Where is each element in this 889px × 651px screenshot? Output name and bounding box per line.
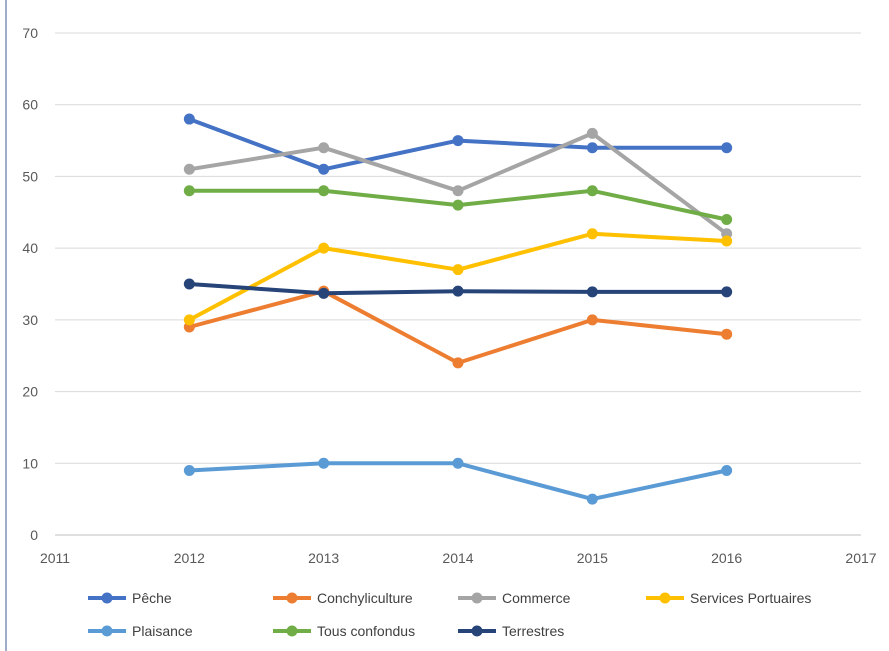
series-lines	[183, 113, 733, 505]
data-point	[452, 357, 464, 369]
legend-item: Plaisance	[88, 623, 193, 639]
data-point	[721, 328, 733, 340]
series-services-portuaires	[183, 228, 733, 326]
data-point	[721, 235, 733, 247]
legend-marker	[471, 592, 483, 604]
legend-label: Tous confondus	[317, 623, 415, 639]
x-tick-label: 2011	[40, 550, 70, 566]
y-tick-label: 30	[22, 312, 38, 328]
data-point	[586, 493, 598, 505]
data-point	[183, 278, 195, 290]
legend-marker	[286, 592, 298, 604]
data-point	[183, 314, 195, 326]
axes: 0 10 20 30 40 50 60 70 2011 2012 2013 2014 2015 2016 2…	[22, 25, 876, 566]
legend-label: Pêche	[132, 590, 172, 606]
legend-label: Conchyliculture	[317, 590, 413, 606]
data-point	[318, 142, 330, 154]
y-tick-label: 40	[22, 240, 38, 256]
y-tick-label: 50	[22, 168, 38, 184]
x-tick-label: 2017	[845, 550, 876, 566]
y-tick-label: 20	[22, 384, 38, 400]
legend-marker	[101, 625, 113, 637]
y-tick-label: 0	[30, 527, 38, 543]
data-point	[452, 135, 464, 147]
data-point	[721, 286, 733, 298]
data-point	[452, 185, 464, 197]
data-point	[586, 286, 598, 298]
data-point	[452, 199, 464, 211]
data-point	[183, 185, 195, 197]
legend-item: Commerce	[458, 590, 571, 606]
data-point	[721, 464, 733, 476]
legend-label: Commerce	[502, 590, 571, 606]
x-tick-label: 2013	[308, 550, 339, 566]
data-point	[586, 228, 598, 240]
legend-item: Services Portuaires	[646, 590, 811, 606]
legend-item: Terrestres	[458, 623, 564, 639]
data-point	[586, 142, 598, 154]
legend-item: Tous confondus	[273, 623, 415, 639]
legend-label: Terrestres	[502, 623, 564, 639]
series-conchyliculture	[183, 285, 733, 369]
data-point	[183, 163, 195, 175]
x-tick-label: 2012	[174, 550, 205, 566]
legend-marker	[659, 592, 671, 604]
y-tick-label: 10	[22, 455, 38, 471]
data-point	[721, 142, 733, 154]
data-point	[452, 457, 464, 469]
legend: Pêche Conchyliculture Commerce Services Por…	[88, 590, 811, 639]
data-point	[586, 127, 598, 139]
data-point	[183, 464, 195, 476]
series-tous-confondus	[183, 185, 733, 225]
x-tick-label: 2015	[577, 550, 608, 566]
series-terrestres	[183, 278, 733, 299]
x-tick-label: 2016	[711, 550, 742, 566]
data-point	[452, 264, 464, 276]
data-point	[183, 113, 195, 125]
data-point	[318, 163, 330, 175]
y-tick-label: 60	[22, 97, 38, 113]
data-point	[318, 457, 330, 469]
legend-item: Pêche	[88, 590, 172, 606]
series-commerce	[183, 127, 733, 240]
data-point	[318, 287, 330, 299]
legend-label: Plaisance	[132, 623, 193, 639]
legend-label: Services Portuaires	[690, 590, 811, 606]
gridlines	[55, 32, 861, 464]
data-point	[586, 185, 598, 197]
legend-marker	[471, 625, 483, 637]
series-peche	[183, 113, 733, 175]
data-point	[452, 285, 464, 297]
legend-item: Conchyliculture	[273, 590, 413, 606]
y-tick-label: 70	[22, 25, 38, 41]
legend-marker	[101, 592, 113, 604]
data-point	[318, 185, 330, 197]
series-line	[187, 289, 729, 365]
data-point	[586, 314, 598, 326]
legend-marker	[286, 625, 298, 637]
data-point	[318, 242, 330, 254]
x-tick-label: 2014	[442, 550, 473, 566]
series-plaisance	[183, 457, 733, 505]
data-point	[721, 213, 733, 225]
